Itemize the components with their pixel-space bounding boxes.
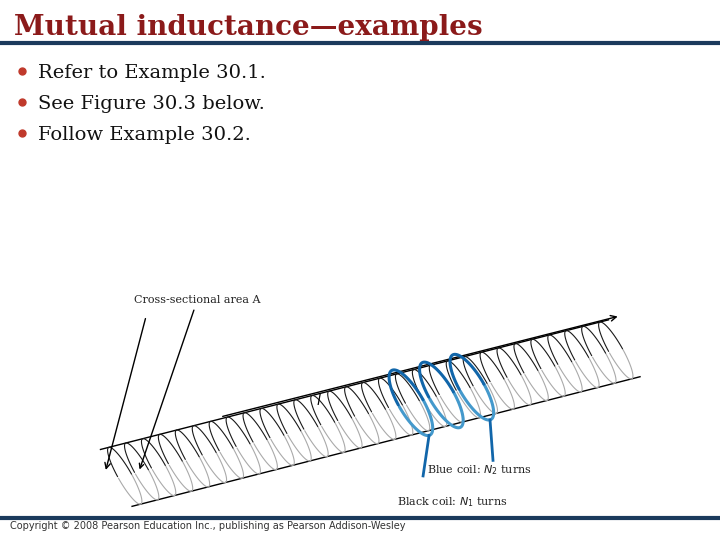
Text: Black coil: $N_1$ turns: Black coil: $N_1$ turns: [397, 495, 508, 509]
Text: Mutual inductance—examples: Mutual inductance—examples: [14, 14, 482, 41]
Text: See Figure 30.3 below.: See Figure 30.3 below.: [38, 95, 265, 113]
Text: $l$: $l$: [315, 393, 321, 408]
Text: Cross-sectional area A: Cross-sectional area A: [134, 295, 261, 468]
Text: Copyright © 2008 Pearson Education Inc., publishing as Pearson Addison-Wesley: Copyright © 2008 Pearson Education Inc.,…: [10, 521, 405, 531]
Text: Refer to Example 30.1.: Refer to Example 30.1.: [38, 64, 266, 82]
Text: Blue coil: $N_2$ turns: Blue coil: $N_2$ turns: [427, 463, 532, 477]
Text: Follow Example 30.2.: Follow Example 30.2.: [38, 126, 251, 144]
